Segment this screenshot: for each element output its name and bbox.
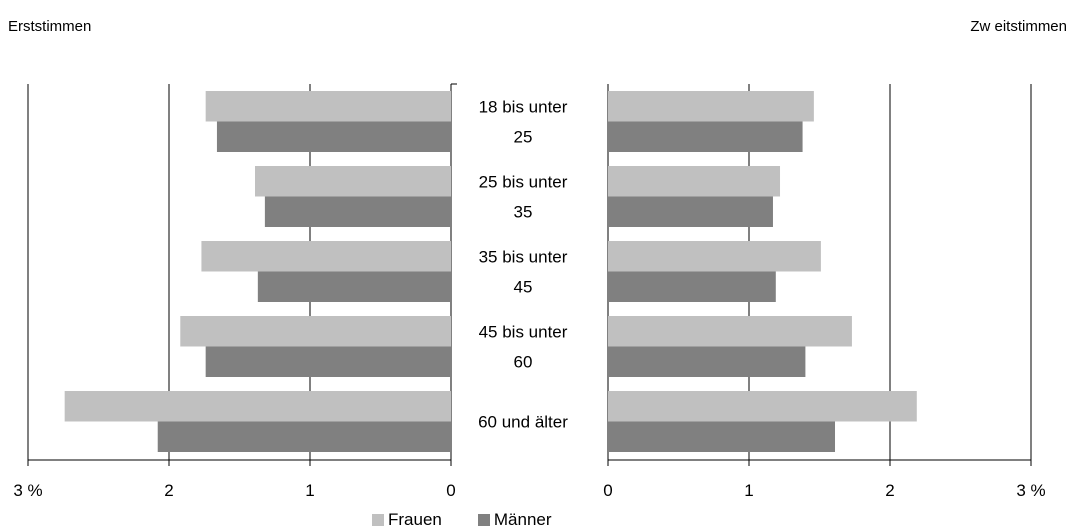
bar-left-maenner <box>216 121 451 152</box>
bar-left-frauen <box>201 241 451 272</box>
bar-right-frauen <box>608 391 917 422</box>
bar-right-maenner <box>608 346 806 377</box>
tick-label-left: 2 <box>164 481 173 500</box>
category-label: 25 bis unter 35 <box>479 173 568 222</box>
bar-left-maenner <box>205 346 451 377</box>
left-panel-title: Erststimmen <box>8 18 92 35</box>
tick-label-left: 3 % <box>13 481 42 500</box>
category-label: 45 bis unter 60 <box>479 323 568 372</box>
tick-label-left: 0 <box>446 481 455 500</box>
bar-right-frauen <box>608 241 821 272</box>
bar-left-frauen <box>205 91 451 122</box>
bar-left-maenner <box>157 421 451 452</box>
bar-right-maenner <box>608 421 836 452</box>
tick-label-left: 1 <box>305 481 314 500</box>
bar-right-frauen <box>608 91 814 122</box>
bar-left-maenner <box>264 196 451 227</box>
tick-label-right: 1 <box>744 481 753 500</box>
category-label: 18 bis unter 25 <box>479 98 568 147</box>
category-label: 60 und älter <box>478 413 568 432</box>
tick-label-right: 3 % <box>1016 481 1045 500</box>
bar-right-maenner <box>608 196 773 227</box>
right-panel-title: Zw eitstimmen <box>970 18 1067 35</box>
legend-swatch-frauen <box>372 514 384 526</box>
bar-right-frauen <box>608 316 852 347</box>
legend-label-frauen: Frauen <box>388 510 442 529</box>
legend-item-maenner: Männer <box>477 510 552 530</box>
tick-label-right: 0 <box>603 481 612 500</box>
legend-item-frauen: Frauen <box>372 510 442 530</box>
bar-left-maenner <box>257 271 451 302</box>
bar-left-frauen <box>64 391 451 422</box>
legend-label-maenner: Männer <box>493 510 552 529</box>
category-label: 35 bis unter 45 <box>479 248 568 297</box>
bar-right-maenner <box>608 121 803 152</box>
bar-right-frauen <box>608 166 781 197</box>
bar-right-maenner <box>608 271 776 302</box>
bar-left-frauen <box>255 166 451 197</box>
bar-left-frauen <box>180 316 451 347</box>
legend: Frauen Männer <box>372 510 552 530</box>
legend-swatch-maenner <box>477 514 490 526</box>
tick-label-right: 2 <box>885 481 894 500</box>
